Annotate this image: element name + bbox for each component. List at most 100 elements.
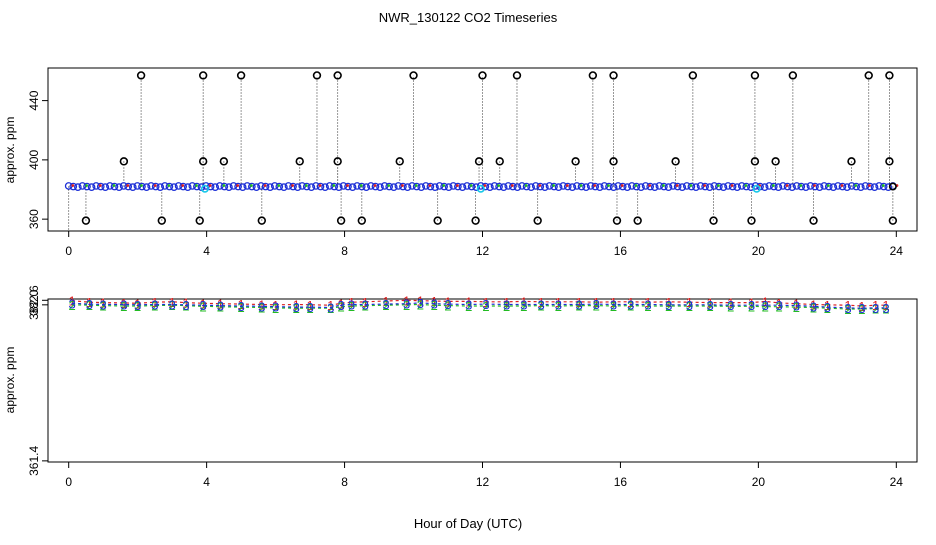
baseline-accent-point [565,184,569,187]
mid-outlier-point [295,157,304,166]
cyan-point [200,184,209,193]
bottom-plot-frame [47,298,918,463]
series-2-point: 2 [403,298,410,313]
series-1-point: 1 [362,295,369,310]
baseline-accent-point [771,184,775,187]
low-outlier-point [747,216,756,225]
series-2-point: 2 [306,301,313,316]
top-y-tick-label: 400 [27,150,41,170]
series-3-point: 3 [69,296,76,311]
baseline-point [563,182,572,191]
top-x-tick-label: 8 [341,244,348,258]
baseline-point [870,183,879,191]
baseline-point [83,182,91,191]
series-3-point: 3 [327,300,334,315]
baseline-accent-point [167,184,171,187]
baseline-point [838,182,847,191]
cyan-point [752,184,761,193]
series-1-line [72,299,886,307]
baseline-accent-point [854,184,858,187]
series-3-point: 3 [237,299,244,314]
baseline-point [179,182,188,191]
baseline-point [165,182,174,191]
series-3-point: 3 [858,301,865,316]
baseline-accent-point [648,184,652,187]
baseline-point [357,182,366,191]
baseline-point [664,183,673,191]
baseline-accent-point [662,184,665,187]
low-outlier-point [257,216,267,225]
baseline-point [788,183,796,191]
baseline-point [385,182,394,191]
baseline-accent-point [126,184,130,187]
bottom-y-tick-label: 382.0 [27,289,41,319]
baseline-point [673,182,682,191]
series-2-point: 2 [134,299,141,314]
high-outlier-point [788,71,798,80]
series-2-point: 2 [100,299,107,314]
series-3-point: 3 [293,300,300,315]
baseline-point [705,183,714,191]
series-1-point: 1 [258,297,265,312]
series-2-point: 2 [872,302,879,317]
baseline-point [811,182,819,191]
baseline-accent-point [785,184,789,187]
baseline-accent-point [675,184,679,187]
bottom-x-tick-label: 8 [341,475,348,489]
baseline-point [316,182,325,191]
series-3-point: 3 [520,297,527,312]
baseline-point [247,182,256,191]
series-2-point: 2 [417,297,424,312]
baseline-point [151,182,160,191]
baseline-point [138,182,146,191]
series-3-point: 3 [258,299,265,314]
series-3-point: 3 [482,297,489,312]
baseline-accent-point [112,184,116,187]
series-3-point: 3 [444,297,451,312]
baseline-point [101,183,110,191]
baseline-point [238,183,247,191]
mid-outlier-point [571,157,580,166]
baseline-accent-point [332,184,336,187]
cyan-point [476,184,485,193]
series-2-point: 2 [217,300,224,315]
high-outlier-point [236,71,246,80]
series-2-point: 2 [237,300,244,315]
series-2-point: 2 [382,298,389,313]
mid-outlier-point [885,157,894,166]
series-2-point: 2 [844,302,851,317]
baseline-accent-point [442,184,446,187]
baseline-accent-point [840,184,844,187]
series-3-point: 3 [362,297,369,312]
series-1-point: 1 [748,296,755,311]
series-3-point: 3 [727,298,734,313]
baseline-point [577,182,586,191]
bottom-x-tick-label: 12 [476,475,490,489]
baseline-point [719,183,728,191]
baseline-point [499,183,508,191]
series-1-point: 1 [882,298,889,313]
baseline-point [879,182,888,191]
series-2-point: 2 [327,301,334,316]
baseline-accent-point [799,184,803,187]
baseline-point [348,183,357,191]
baseline-accent-point [483,184,487,187]
baseline-accent-point [401,184,404,187]
baseline-accent-point [236,184,240,187]
series-3-point: 3 [593,297,600,312]
series-2-point: 2 [593,299,600,314]
series-1-point: 1 [134,296,141,311]
series-3-point: 3 [182,298,189,313]
high-outlier-point [750,71,760,80]
baseline-point [69,182,78,191]
low-outlier-point [471,216,480,225]
low-outlier-point [433,216,442,225]
low-outlier-point [633,216,642,225]
series-1-point: 1 [444,294,451,309]
baseline-point [843,183,851,191]
baseline-accent-point [359,184,363,187]
baseline-point [467,182,476,191]
baseline-accent-point [689,184,693,187]
baseline-point [362,183,371,191]
mid-outlier-point [474,157,484,166]
